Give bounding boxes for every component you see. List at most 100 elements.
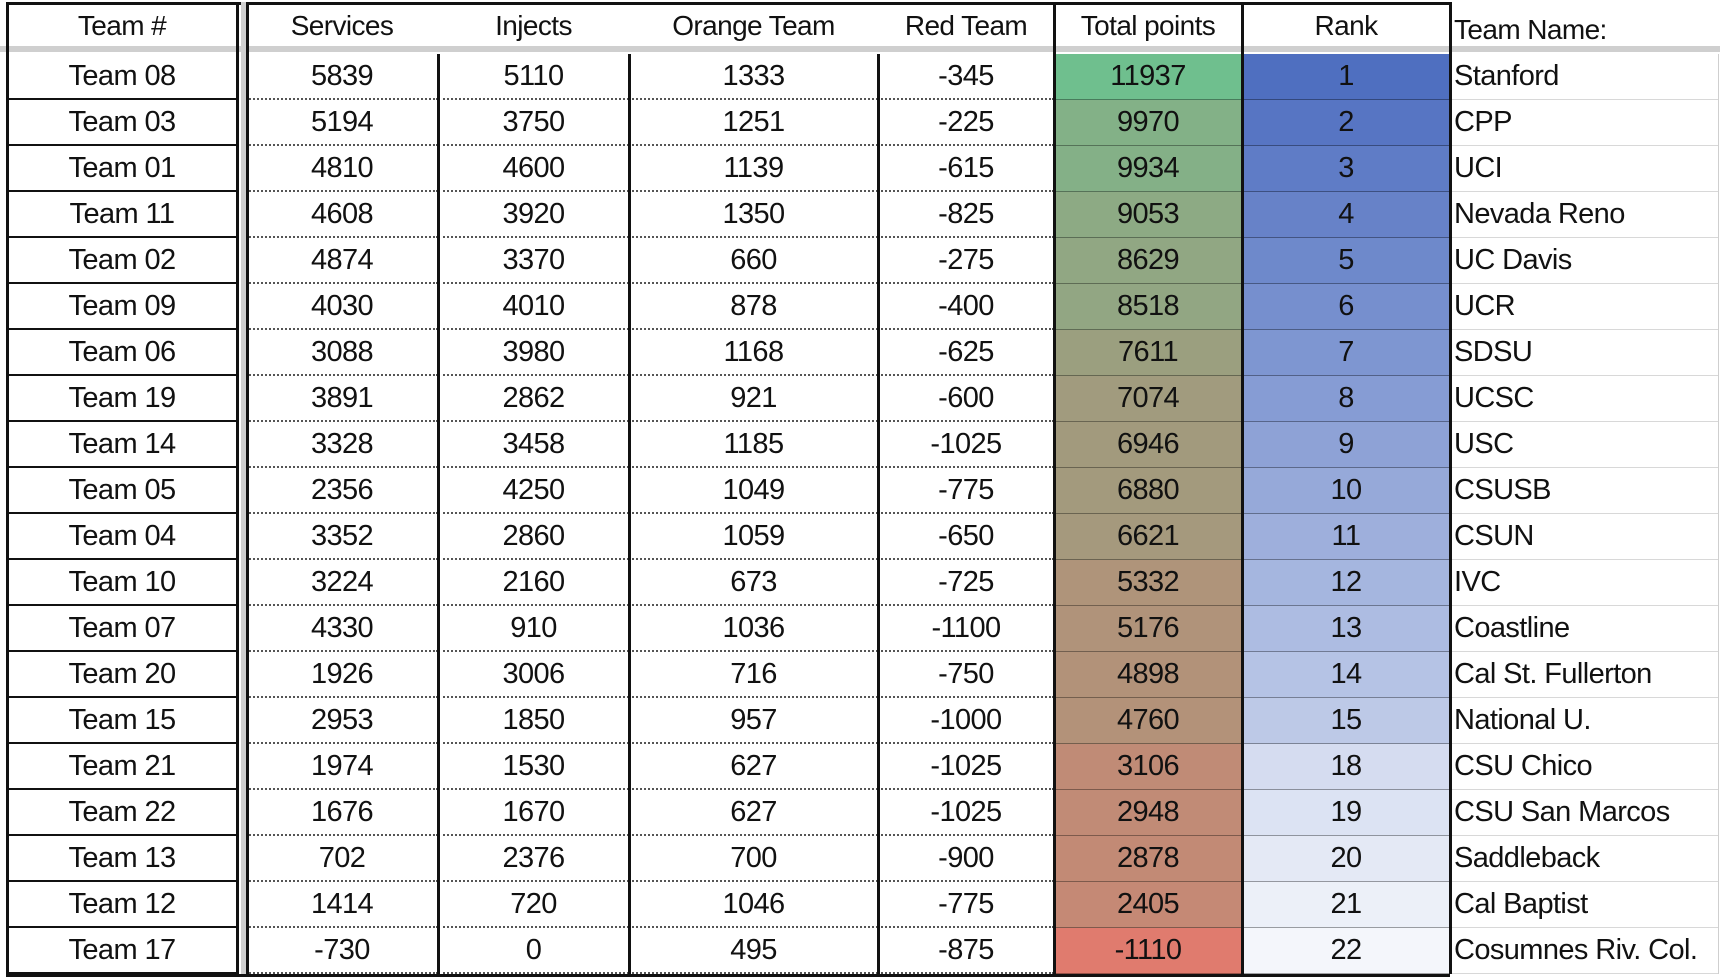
injects-cell[interactable]: 4600	[438, 146, 629, 192]
team-name-cell[interactable]: UCI	[1450, 146, 1718, 192]
services-cell[interactable]: 702	[246, 836, 438, 882]
orange-team-cell[interactable]: 1059	[629, 514, 878, 560]
team-name-cell[interactable]: Cal St. Fullerton	[1450, 652, 1718, 698]
total-points-cell[interactable]: 9934	[1054, 146, 1242, 192]
team-number-cell[interactable]: Team 01	[8, 146, 236, 192]
orange-team-cell[interactable]: 495	[629, 928, 878, 974]
team-name-cell[interactable]: Stanford	[1450, 54, 1718, 100]
total-points-cell[interactable]: 9053	[1054, 192, 1242, 238]
injects-cell[interactable]: 2862	[438, 376, 629, 422]
rank-cell[interactable]: 14	[1242, 652, 1450, 698]
services-cell[interactable]: 2953	[246, 698, 438, 744]
injects-cell[interactable]: 720	[438, 882, 629, 928]
team-name-cell[interactable]: UCSC	[1450, 376, 1718, 422]
services-cell[interactable]: 3891	[246, 376, 438, 422]
header-red-team[interactable]: Red Team	[878, 4, 1054, 50]
total-points-cell[interactable]: 5332	[1054, 560, 1242, 606]
orange-team-cell[interactable]: 1185	[629, 422, 878, 468]
header-injects[interactable]: Injects	[438, 4, 629, 50]
red-team-cell[interactable]: -725	[878, 560, 1054, 606]
team-number-cell[interactable]: Team 11	[8, 192, 236, 238]
team-number-cell[interactable]: Team 14	[8, 422, 236, 468]
red-team-cell[interactable]: -775	[878, 882, 1054, 928]
orange-team-cell[interactable]: 957	[629, 698, 878, 744]
red-team-cell[interactable]: -650	[878, 514, 1054, 560]
red-team-cell[interactable]: -1025	[878, 790, 1054, 836]
team-number-cell[interactable]: Team 06	[8, 330, 236, 376]
team-number-cell[interactable]: Team 05	[8, 468, 236, 514]
services-cell[interactable]: -730	[246, 928, 438, 974]
team-name-cell[interactable]: Cosumnes Riv. Col.	[1450, 928, 1718, 974]
total-points-cell[interactable]: 9970	[1054, 100, 1242, 146]
total-points-cell[interactable]: 6621	[1054, 514, 1242, 560]
rank-cell[interactable]: 6	[1242, 284, 1450, 330]
rank-cell[interactable]: 10	[1242, 468, 1450, 514]
team-name-cell[interactable]: USC	[1450, 422, 1718, 468]
rank-cell[interactable]: 12	[1242, 560, 1450, 606]
team-name-cell[interactable]: CPP	[1450, 100, 1718, 146]
injects-cell[interactable]: 2860	[438, 514, 629, 560]
services-cell[interactable]: 3088	[246, 330, 438, 376]
total-points-cell[interactable]: 2948	[1054, 790, 1242, 836]
orange-team-cell[interactable]: 1350	[629, 192, 878, 238]
red-team-cell[interactable]: -345	[878, 54, 1054, 100]
rank-cell[interactable]: 7	[1242, 330, 1450, 376]
team-number-cell[interactable]: Team 22	[8, 790, 236, 836]
header-orange-team[interactable]: Orange Team	[629, 4, 878, 50]
team-name-cell[interactable]: CSU Chico	[1450, 744, 1718, 790]
injects-cell[interactable]: 3980	[438, 330, 629, 376]
rank-cell[interactable]: 21	[1242, 882, 1450, 928]
team-name-cell[interactable]: Nevada Reno	[1450, 192, 1718, 238]
orange-team-cell[interactable]: 700	[629, 836, 878, 882]
header-team-name[interactable]: Team Name:	[1454, 14, 1607, 45]
services-cell[interactable]: 4608	[246, 192, 438, 238]
injects-cell[interactable]: 4010	[438, 284, 629, 330]
rank-cell[interactable]: 20	[1242, 836, 1450, 882]
services-cell[interactable]: 1676	[246, 790, 438, 836]
red-team-cell[interactable]: -900	[878, 836, 1054, 882]
rank-cell[interactable]: 15	[1242, 698, 1450, 744]
team-number-cell[interactable]: Team 21	[8, 744, 236, 790]
team-number-cell[interactable]: Team 15	[8, 698, 236, 744]
injects-cell[interactable]: 910	[438, 606, 629, 652]
red-team-cell[interactable]: -625	[878, 330, 1054, 376]
orange-team-cell[interactable]: 673	[629, 560, 878, 606]
orange-team-cell[interactable]: 1333	[629, 54, 878, 100]
rank-cell[interactable]: 1	[1242, 54, 1450, 100]
services-cell[interactable]: 5839	[246, 54, 438, 100]
injects-cell[interactable]: 0	[438, 928, 629, 974]
red-team-cell[interactable]: -750	[878, 652, 1054, 698]
rank-cell[interactable]: 8	[1242, 376, 1450, 422]
total-points-cell[interactable]: 6946	[1054, 422, 1242, 468]
team-number-cell[interactable]: Team 04	[8, 514, 236, 560]
services-cell[interactable]: 3352	[246, 514, 438, 560]
team-number-cell[interactable]: Team 02	[8, 238, 236, 284]
injects-cell[interactable]: 3370	[438, 238, 629, 284]
team-name-cell[interactable]: CSUSB	[1450, 468, 1718, 514]
injects-cell[interactable]: 2376	[438, 836, 629, 882]
total-points-cell[interactable]: 3106	[1054, 744, 1242, 790]
total-points-cell[interactable]: 8629	[1054, 238, 1242, 284]
team-name-cell[interactable]: Saddleback	[1450, 836, 1718, 882]
total-points-cell[interactable]: 6880	[1054, 468, 1242, 514]
services-cell[interactable]: 1926	[246, 652, 438, 698]
services-cell[interactable]: 2356	[246, 468, 438, 514]
rank-cell[interactable]: 5	[1242, 238, 1450, 284]
team-name-cell[interactable]: UC Davis	[1450, 238, 1718, 284]
team-number-cell[interactable]: Team 03	[8, 100, 236, 146]
rank-cell[interactable]: 11	[1242, 514, 1450, 560]
services-cell[interactable]: 1974	[246, 744, 438, 790]
total-points-cell[interactable]: 11937	[1054, 54, 1242, 100]
total-points-cell[interactable]: 7074	[1054, 376, 1242, 422]
total-points-cell[interactable]: -1110	[1054, 928, 1242, 974]
team-number-cell[interactable]: Team 09	[8, 284, 236, 330]
injects-cell[interactable]: 3750	[438, 100, 629, 146]
red-team-cell[interactable]: -600	[878, 376, 1054, 422]
total-points-cell[interactable]: 8518	[1054, 284, 1242, 330]
team-name-cell[interactable]: IVC	[1450, 560, 1718, 606]
header-team-number[interactable]: Team #	[8, 4, 236, 50]
team-number-cell[interactable]: Team 13	[8, 836, 236, 882]
services-cell[interactable]: 3224	[246, 560, 438, 606]
rank-cell[interactable]: 13	[1242, 606, 1450, 652]
red-team-cell[interactable]: -400	[878, 284, 1054, 330]
